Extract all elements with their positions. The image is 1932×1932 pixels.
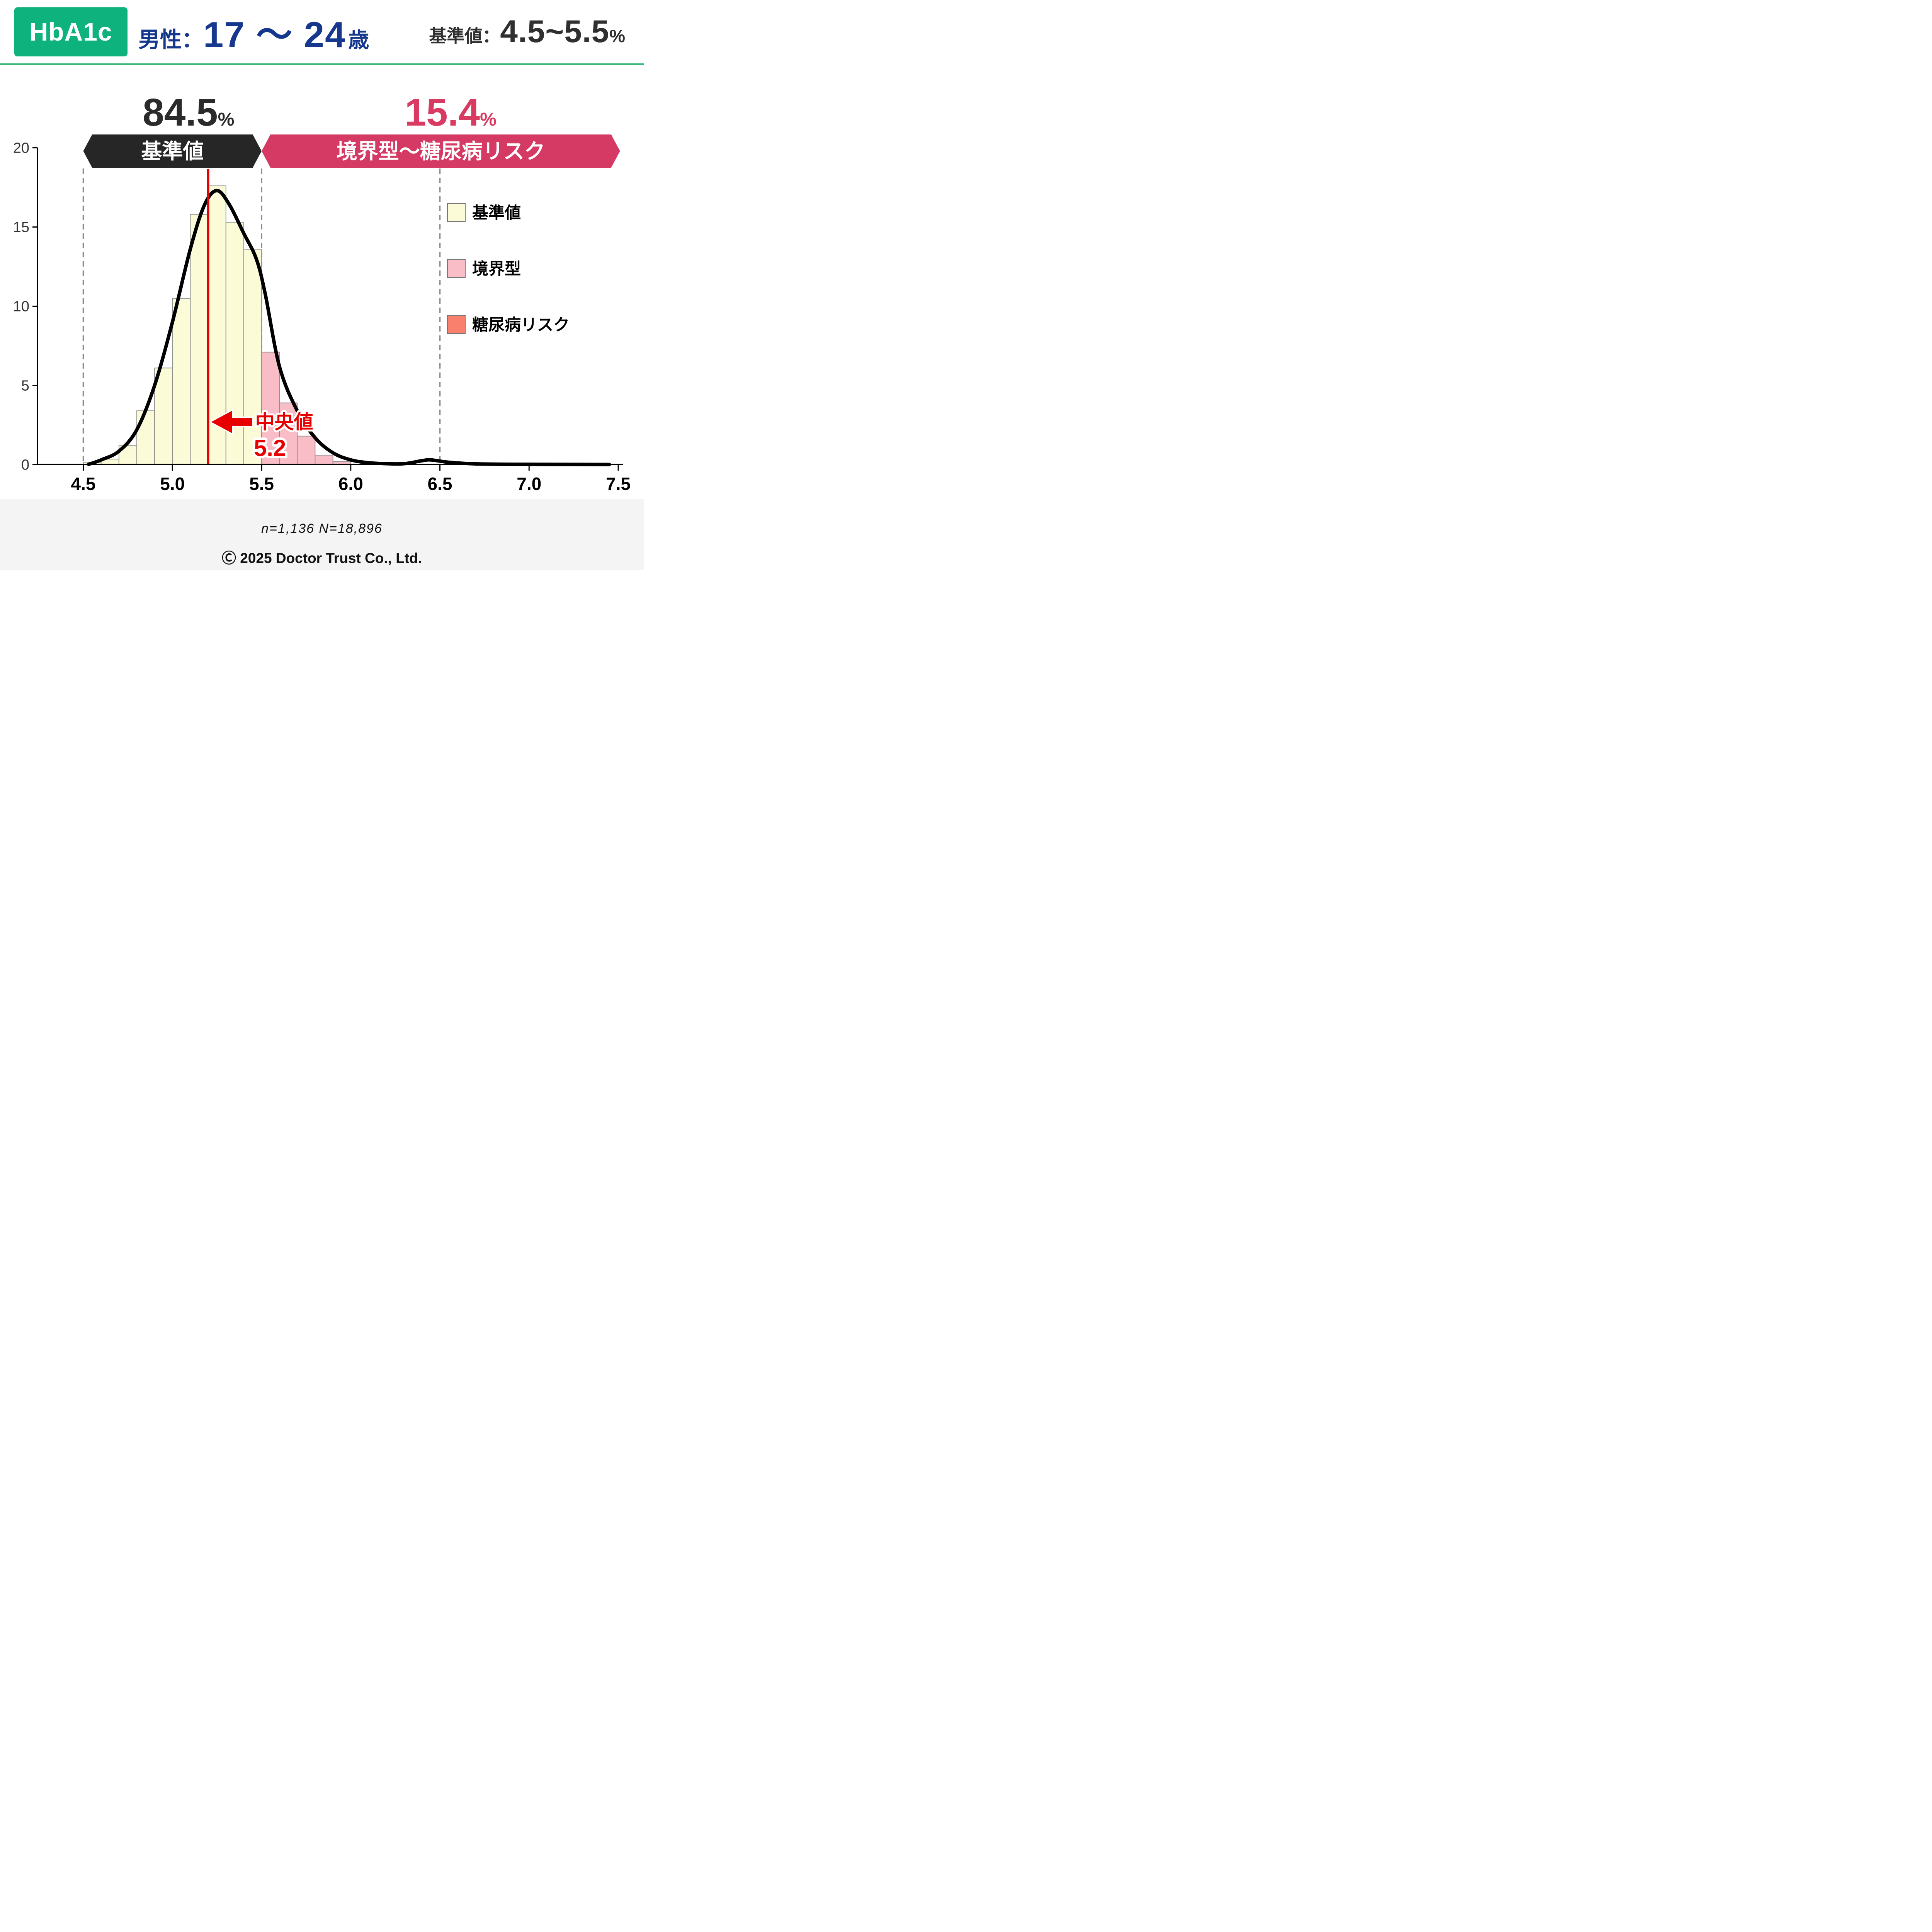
normal-band-label: 基準値 — [141, 140, 204, 163]
legend-swatch — [447, 259, 466, 278]
y-tick-label: 0 — [21, 457, 29, 473]
histogram-bar — [190, 214, 209, 465]
risk-rate-label: 15.4% — [405, 91, 497, 134]
x-tick-label: 5.0 — [160, 474, 185, 494]
x-tick-label: 6.5 — [428, 474, 452, 494]
reference-range-label: 基準値： — [429, 26, 500, 46]
legend-label: 境界型 — [472, 260, 521, 278]
y-tick-label: 10 — [13, 299, 29, 315]
legend-label: 基準値 — [472, 204, 521, 222]
x-tick-label: 4.5 — [71, 474, 96, 494]
risk-band-label: 境界型～糖尿病リスク — [337, 140, 545, 163]
copyright-text: Ⓒ 2025 Doctor Trust Co., Ltd. — [221, 550, 422, 566]
histogram-bar — [297, 435, 316, 465]
reference-range-unit: % — [609, 26, 625, 46]
header: HbA1c 男性： 17 ～ 24 歳 基準値： 4.5~5.5 % — [0, 0, 644, 63]
page-title: 男性： 17 ～ 24 歳 — [138, 5, 369, 58]
legend-swatch — [447, 315, 466, 334]
age-unit: 歳 — [348, 29, 369, 52]
age-range: 17 ～ 24 — [203, 14, 346, 55]
y-tick-label: 15 — [13, 219, 29, 236]
density-curve — [87, 189, 611, 466]
histogram-bar — [172, 298, 191, 465]
median-arrow-icon — [210, 410, 253, 434]
median-label: 中央値 — [255, 411, 313, 433]
reference-range-value: 4.5~5.5 — [500, 14, 610, 49]
normal-band-banner — [83, 134, 262, 168]
normal-rate-label: 84.5% — [143, 91, 234, 134]
hba1c-badge: HbA1c — [14, 7, 128, 56]
risk-band-banner — [262, 134, 620, 168]
hba1c-badge-label: HbA1c — [29, 17, 112, 46]
x-tick-label: 7.0 — [517, 474, 541, 494]
page: HbA1c 男性： 17 ～ 24 歳 基準値： 4.5~5.5 % 基準値 84… — [0, 0, 644, 570]
sample-size-text: n=1,136 N=18,896 — [261, 521, 383, 536]
footer: n=1,136 N=18,896 Ⓒ 2025 Doctor Trust Co.… — [0, 499, 644, 570]
x-tick-label: 6.0 — [338, 474, 363, 494]
y-tick-label: 20 — [13, 140, 29, 156]
y-tick-label: 5 — [21, 378, 29, 394]
histogram-bar — [315, 455, 333, 465]
median-value: 5.2 — [254, 435, 286, 461]
histogram-bar — [279, 402, 298, 465]
histogram-bar — [261, 352, 280, 465]
x-tick-label: 7.5 — [606, 474, 631, 494]
legend-swatch — [447, 203, 466, 222]
header-divider — [0, 63, 644, 65]
gender-label: 男性： — [138, 27, 203, 52]
x-tick-label: 5.5 — [249, 474, 274, 494]
histogram-bar — [136, 410, 155, 465]
legend-label: 糖尿病リスク — [472, 316, 570, 334]
reference-range: 基準値： 4.5~5.5 % — [429, 14, 625, 50]
